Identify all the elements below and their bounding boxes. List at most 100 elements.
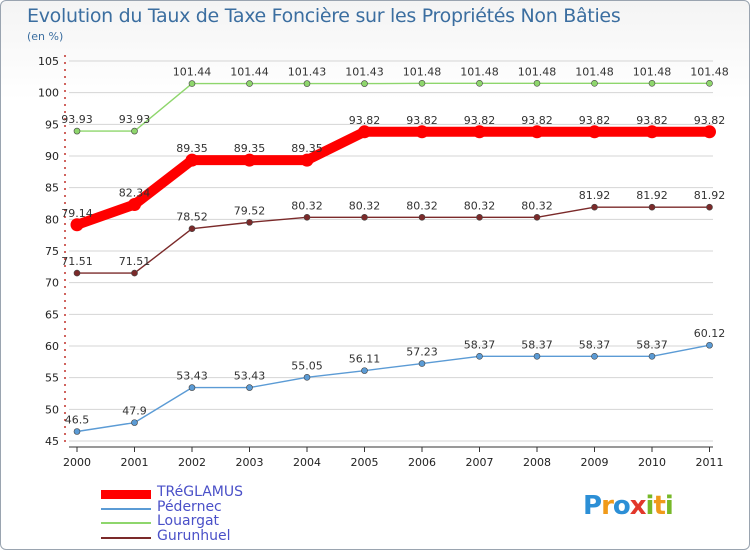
proxiti-logo: Proxiti xyxy=(583,491,674,521)
y-tick-label: 45 xyxy=(45,435,59,448)
data-point-gurunhuel xyxy=(73,269,81,277)
y-tick-label: 60 xyxy=(45,340,59,353)
y-tick-label: 65 xyxy=(45,308,59,321)
legend-swatch xyxy=(101,507,151,510)
x-tick-label: 2000 xyxy=(63,456,91,469)
data-label-pedernec: 58.37 xyxy=(636,338,668,351)
data-label-treglamus: 93.82 xyxy=(464,114,496,127)
data-label-pedernec: 57.23 xyxy=(406,346,438,359)
data-label-gurunhuel: 80.32 xyxy=(349,199,381,212)
data-point-gurunhuel xyxy=(533,214,541,221)
logo-letter: t xyxy=(653,491,665,521)
y-tick-label: 90 xyxy=(45,150,59,163)
data-point-louargat xyxy=(361,80,368,87)
data-label-louargat: 101.48 xyxy=(575,65,614,78)
logo-letter: r xyxy=(601,491,614,521)
data-label-pedernec: 58.37 xyxy=(521,338,553,351)
data-point-treglamus xyxy=(645,125,659,139)
x-tick-label: 2001 xyxy=(121,456,149,469)
y-tick-label: 105 xyxy=(38,55,59,68)
data-label-louargat: 101.44 xyxy=(230,66,269,79)
data-labels: 46.5 47.9 53.43 53.43 55.05 56.11 57.23 58.37 58… xyxy=(61,65,729,426)
data-label-louargat: 101.43 xyxy=(288,66,327,79)
data-point-gurunhuel xyxy=(476,214,483,221)
logo-letter: i xyxy=(645,491,655,521)
data-label-treglamus: 89.35 xyxy=(234,142,266,155)
data-point-pedernec xyxy=(418,360,426,367)
data-point-pedernec xyxy=(533,353,541,360)
data-point-louargat xyxy=(246,80,253,87)
data-label-gurunhuel: 81.92 xyxy=(694,189,726,202)
data-label-pedernec: 60.12 xyxy=(694,327,726,340)
y-tick-label: 95 xyxy=(45,118,59,131)
legend-swatch xyxy=(101,536,151,539)
logo-letter: x xyxy=(629,491,647,521)
data-point-louargat xyxy=(533,79,541,87)
data-label-treglamus: 93.82 xyxy=(406,114,438,127)
data-point-treglamus xyxy=(243,153,256,167)
data-point-pedernec xyxy=(246,384,253,391)
data-point-treglamus xyxy=(415,125,429,139)
data-label-pedernec: 46.5 xyxy=(65,414,90,427)
x-tick-label: 2010 xyxy=(638,456,666,469)
data-label-gurunhuel: 80.32 xyxy=(406,199,438,212)
data-label-louargat: 93.93 xyxy=(119,113,151,126)
data-point-gurunhuel xyxy=(706,203,713,211)
data-label-louargat: 93.93 xyxy=(61,113,93,126)
data-label-treglamus: 93.82 xyxy=(349,114,381,127)
data-point-treglamus xyxy=(473,125,486,139)
data-point-pedernec xyxy=(131,419,138,426)
data-label-gurunhuel: 80.32 xyxy=(464,199,496,212)
data-label-louargat: 101.48 xyxy=(403,65,442,78)
data-label-pedernec: 53.43 xyxy=(234,370,266,383)
data-point-pedernec xyxy=(188,384,196,391)
series-line-treglamus xyxy=(72,126,715,230)
data-point-pedernec xyxy=(706,341,713,349)
data-label-gurunhuel: 71.51 xyxy=(119,255,151,268)
y-unit-label: (en %) xyxy=(27,30,64,43)
x-tick-label: 2008 xyxy=(523,456,551,469)
data-point-gurunhuel xyxy=(648,203,656,211)
y-tick-label: 80 xyxy=(45,213,59,226)
data-label-louargat: 101.48 xyxy=(460,65,499,78)
legend-swatch xyxy=(101,489,151,499)
data-label-gurunhuel: 79.52 xyxy=(234,204,266,217)
data-point-louargat xyxy=(188,80,196,87)
x-tick-label: 2006 xyxy=(408,456,436,469)
data-point-treglamus xyxy=(185,153,199,167)
x-tick-label: 2007 xyxy=(466,456,494,469)
data-label-gurunhuel: 78.52 xyxy=(176,211,208,224)
x-tick-label: 2004 xyxy=(293,456,321,469)
chart-title: Evolution du Taux de Taxe Foncière sur l… xyxy=(27,5,621,27)
data-label-pedernec: 58.37 xyxy=(464,338,496,351)
data-label-treglamus: 93.82 xyxy=(579,114,611,127)
y-tick-label: 70 xyxy=(45,277,59,290)
data-point-louargat xyxy=(591,79,598,87)
data-point-treglamus xyxy=(128,198,141,212)
data-point-treglamus xyxy=(358,125,371,139)
data-point-pedernec xyxy=(73,428,81,435)
series-line-pedernec xyxy=(76,344,711,433)
logo-letter: o xyxy=(612,491,631,521)
y-tick-label: 55 xyxy=(45,372,59,385)
x-tick-label: 2002 xyxy=(178,456,206,469)
series-line-louargat xyxy=(76,82,711,132)
data-label-gurunhuel: 81.92 xyxy=(636,189,668,202)
data-point-louargat xyxy=(706,79,713,87)
data-point-gurunhuel xyxy=(361,214,368,221)
data-label-louargat: 101.48 xyxy=(518,65,557,78)
data-label-pedernec: 55.05 xyxy=(291,359,323,372)
series-line-gurunhuel xyxy=(76,206,711,274)
legend-label: Louargat xyxy=(157,513,220,529)
data-point-gurunhuel xyxy=(246,219,253,226)
data-point-louargat xyxy=(476,79,483,87)
data-point-louargat xyxy=(648,79,656,87)
data-point-louargat xyxy=(73,127,81,135)
data-point-pedernec xyxy=(361,367,368,374)
y-tick-label: 75 xyxy=(45,245,59,258)
data-point-gurunhuel xyxy=(131,269,138,277)
x-tick-label: 2011 xyxy=(696,456,724,469)
data-label-pedernec: 53.43 xyxy=(176,370,208,383)
data-label-pedernec: 47.9 xyxy=(122,405,147,418)
